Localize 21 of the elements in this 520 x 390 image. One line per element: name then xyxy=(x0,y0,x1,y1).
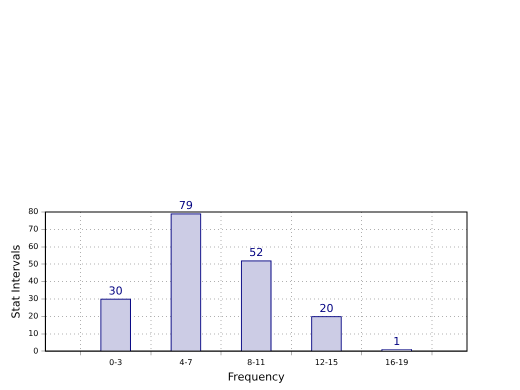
x-tick-label: 8-11 xyxy=(247,358,266,368)
y-tick-label: 0 xyxy=(33,346,38,356)
y-axis-title: Stat Intervals xyxy=(9,244,22,318)
x-tick-label: 0-3 xyxy=(109,358,122,368)
data-label: 20 xyxy=(319,302,334,315)
x-axis-title: Frequency xyxy=(228,370,286,384)
x-tick-label: 16-19 xyxy=(385,358,408,368)
data-label: 79 xyxy=(178,199,193,212)
x-tick-label: 12-15 xyxy=(314,358,338,368)
y-tick-label: 30 xyxy=(28,294,38,304)
y-tick-label: 10 xyxy=(28,328,38,338)
y-tick-label: 20 xyxy=(28,311,38,320)
y-tick-label: 70 xyxy=(28,224,38,234)
y-tick-label: 50 xyxy=(28,259,38,268)
data-label: 52 xyxy=(249,246,264,260)
x-tick-label: 4-7 xyxy=(179,358,192,368)
data-label: 1 xyxy=(393,334,400,348)
y-tick-label: 80 xyxy=(28,207,38,216)
y-tick-label: 40 xyxy=(28,276,38,286)
y-tick-label: 60 xyxy=(28,242,38,251)
data-label: 30 xyxy=(108,284,123,298)
